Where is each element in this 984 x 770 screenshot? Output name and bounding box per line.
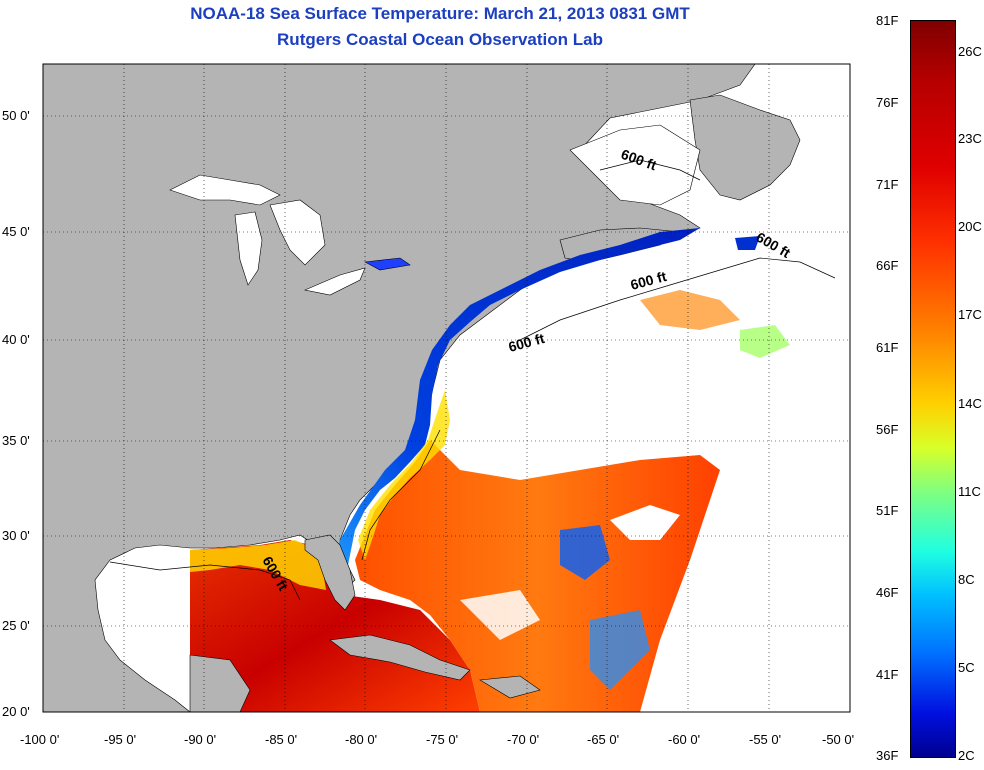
sst-patch-offshore-4 (590, 610, 650, 690)
colorbar-f-label: 41F (876, 667, 899, 682)
colorbar-f-label: 51F (876, 503, 899, 518)
colorbar-f-label: 36F (876, 748, 899, 763)
lon-label: -100 0' (20, 732, 60, 747)
colorbar-c-label: 20C (958, 219, 982, 234)
colorbar-f-label: 56F (876, 422, 899, 437)
gulf-st-lawrence (569, 124, 701, 206)
colorbar-c-label: 26C (958, 44, 982, 59)
sst-shelf-warm-edge (358, 390, 450, 560)
map-subtitle: Rutgers Coastal Ocean Observation Lab (277, 30, 603, 49)
lake-ontario (364, 257, 411, 271)
lat-label: 25 0' (2, 618, 30, 633)
lon-label: -60 0' (668, 732, 701, 747)
map-title: NOAA-18 Sea Surface Temperature: March 2… (190, 4, 690, 23)
lon-label: -95 0' (104, 732, 137, 747)
lon-label: -90 0' (184, 732, 217, 747)
lat-label: 40 0' (2, 332, 30, 347)
colorbar-c-label: 5C (958, 660, 975, 675)
lake-erie (303, 267, 366, 296)
sst-patch-offshore-2 (740, 325, 790, 358)
colorbar-c-label: 2C (958, 748, 975, 763)
colorbar-f-label: 66F (876, 258, 899, 273)
lake-superior (169, 174, 281, 206)
colorbar-f-label: 46F (876, 585, 899, 600)
lon-label: -65 0' (587, 732, 620, 747)
land-cuba (329, 634, 471, 681)
lon-label: -70 0' (507, 732, 540, 747)
isobath-600ft-stlawrence (599, 159, 701, 181)
lat-label: 30 0' (2, 528, 30, 543)
isobath-600ft-south (361, 429, 441, 561)
graticule (43, 64, 850, 712)
colorbar-f-label: 61F (876, 340, 899, 355)
sst-patch-offshore-5 (610, 505, 680, 540)
colorbar-c-label: 17C (958, 307, 982, 322)
lat-label: 50 0' (2, 108, 30, 123)
lon-label: -55 0' (749, 732, 782, 747)
lat-label: 45 0' (2, 224, 30, 239)
lon-label: -85 0' (265, 732, 298, 747)
colorbar-c-label: 8C (958, 572, 975, 587)
colorbar (910, 20, 956, 758)
colorbar-f-label: 71F (876, 177, 899, 192)
lake-huron (269, 199, 326, 266)
sst-patch-offshore-7 (735, 236, 760, 250)
lat-label: 20 0' (2, 704, 30, 719)
colorbar-c-label: 14C (958, 396, 982, 411)
isobath-600ft-north (519, 257, 836, 341)
lon-label: -75 0' (426, 732, 459, 747)
land-yucatan (189, 654, 251, 713)
colorbar-c-label: 11C (958, 484, 981, 499)
lon-label: -80 0' (345, 732, 378, 747)
sst-patch-offshore-3 (560, 525, 610, 580)
lake-michigan (234, 211, 263, 286)
lat-label: 35 0' (2, 433, 30, 448)
land-florida (304, 534, 356, 611)
colorbar-c-label: 23C (958, 131, 982, 146)
land-hispaniola (479, 675, 541, 699)
isobath-600ft-gulf (109, 561, 301, 601)
sst-gulf-yellow-shelf (190, 540, 326, 590)
colorbar-f-label: 81F (876, 13, 899, 28)
sst-patch-offshore-6 (460, 590, 540, 640)
colorbar-f-label: 76F (876, 95, 899, 110)
land-newfoundland (689, 94, 801, 201)
lon-label: -50 0' (822, 732, 855, 747)
sst-patch-offshore-1 (640, 290, 740, 330)
